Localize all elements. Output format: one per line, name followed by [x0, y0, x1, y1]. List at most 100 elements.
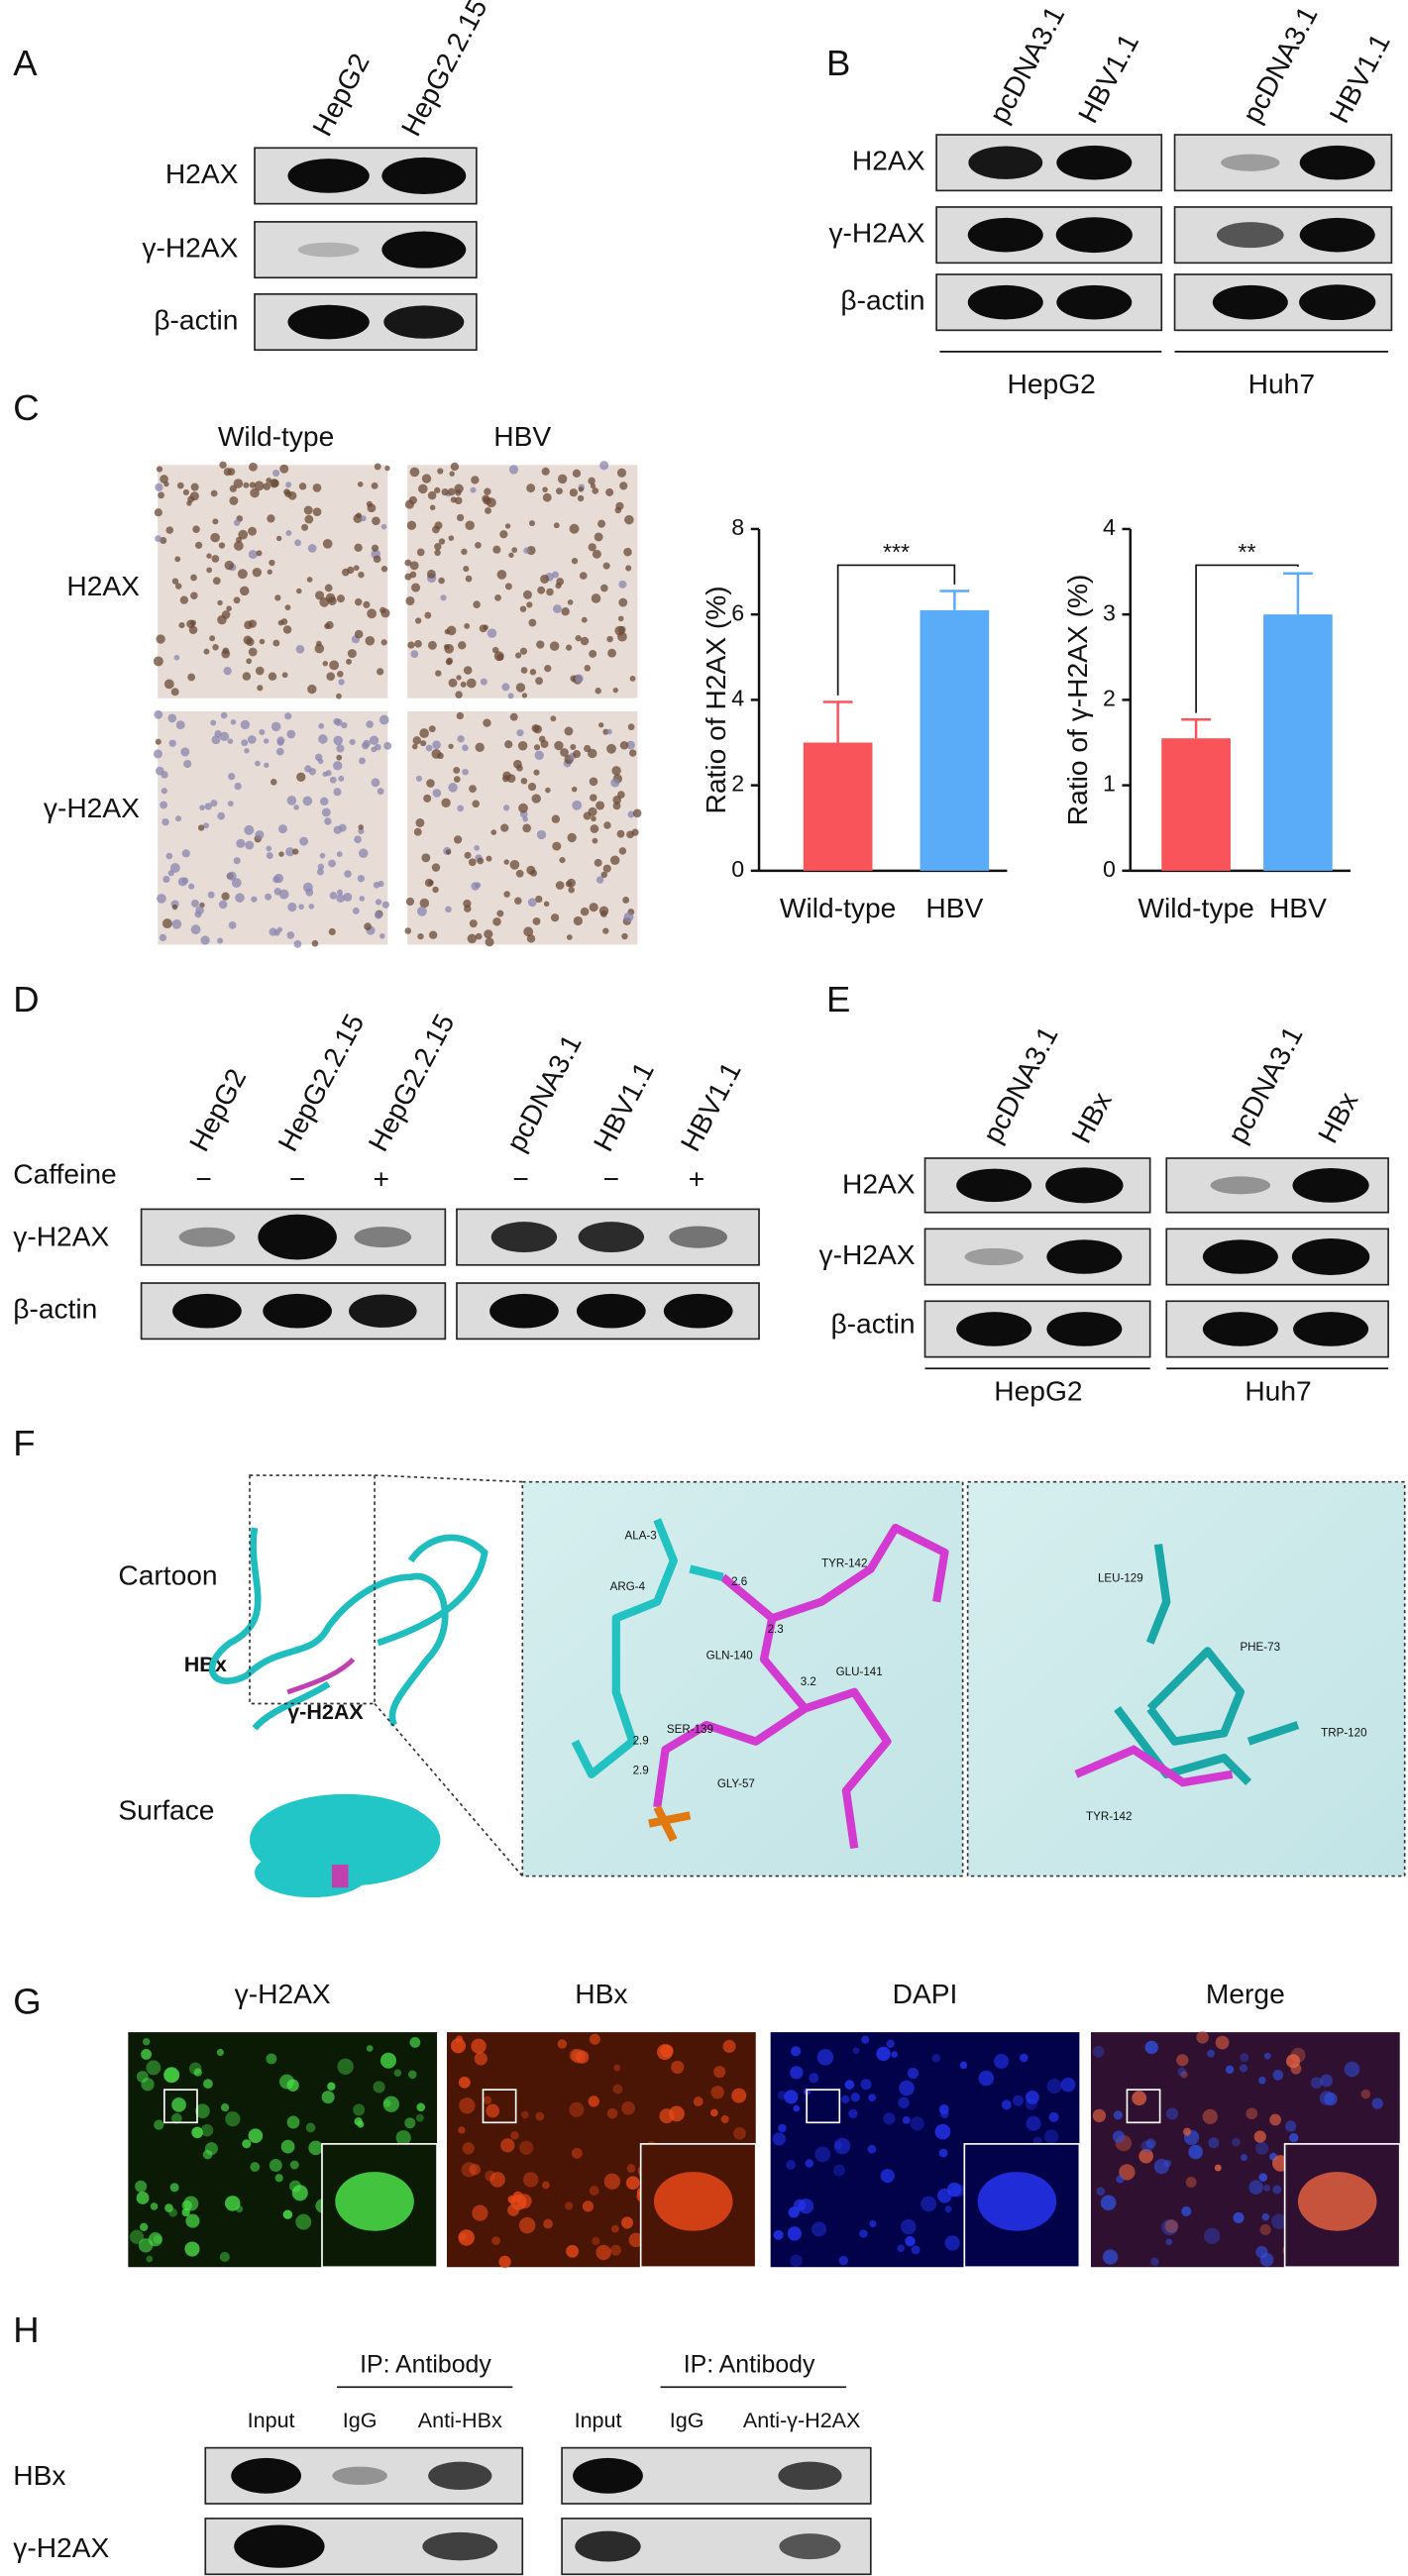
cell [621, 2101, 635, 2115]
nucleus [233, 519, 241, 526]
error-bar [822, 700, 853, 743]
nucleus [155, 483, 163, 491]
cell [250, 2162, 261, 2172]
nucleus [217, 811, 225, 820]
nucleus [523, 547, 530, 554]
nucleus [189, 491, 199, 501]
nucleus [448, 743, 454, 749]
nucleus [263, 483, 271, 490]
cell [459, 2097, 476, 2114]
view-label: Surface [118, 1793, 214, 1825]
cell [1196, 2031, 1209, 2044]
nucleus [508, 465, 519, 475]
blot-band [1046, 1312, 1123, 1346]
cell [1185, 2177, 1197, 2188]
nucleus [454, 496, 463, 505]
peptide-surface [331, 1864, 349, 1888]
nucleus [219, 731, 230, 742]
protein-surface [255, 1848, 371, 1898]
cell [1181, 2205, 1192, 2217]
nucleus [154, 709, 163, 719]
cell [907, 2068, 920, 2080]
nucleus [588, 806, 597, 816]
cell [1100, 2195, 1117, 2211]
cell [203, 2079, 213, 2090]
nucleus [242, 672, 252, 681]
nucleus [203, 648, 210, 655]
nucleus [233, 596, 241, 604]
nucleus [628, 749, 637, 757]
cell [1012, 2094, 1025, 2106]
cell [354, 2117, 363, 2126]
nucleus [485, 937, 494, 947]
cell [860, 2079, 872, 2091]
nucleus [521, 693, 528, 698]
nucleus [336, 744, 345, 753]
nucleus [230, 719, 237, 725]
cell [1025, 2097, 1037, 2110]
cell [850, 2093, 860, 2102]
nucleus [271, 721, 281, 732]
y-tick-label: 8 [731, 514, 744, 540]
cell [224, 2196, 241, 2211]
nucleus [475, 742, 485, 752]
nucleus [545, 787, 551, 794]
nucleus [596, 801, 605, 810]
cell [1360, 2089, 1371, 2099]
nucleus [251, 896, 258, 903]
cell [1259, 2252, 1274, 2267]
nucleus [554, 740, 564, 751]
nucleus [272, 876, 280, 884]
cell [620, 2216, 634, 2229]
residue-label: SER-139 [667, 1723, 713, 1736]
nucleus [624, 514, 634, 525]
cell [596, 2244, 611, 2261]
blot-band [964, 1247, 1024, 1266]
nucleus [616, 468, 627, 478]
nucleus [212, 577, 221, 586]
nucleus [473, 600, 481, 609]
nucleus [160, 537, 167, 544]
significance-bracket [1195, 564, 1299, 713]
blot-band [1291, 1237, 1370, 1276]
error-bar [1282, 572, 1313, 615]
nucleus [456, 675, 462, 681]
nucleus [550, 913, 560, 922]
nucleus [496, 570, 507, 580]
nucleus [179, 595, 189, 604]
nucleus [210, 489, 218, 497]
nucleus [327, 596, 337, 605]
nucleus [233, 857, 241, 865]
nucleus [536, 640, 545, 649]
lane-label: HepG2.2.15 [394, 0, 493, 141]
nucleus [626, 830, 634, 839]
nucleus [333, 717, 341, 725]
nucleus [224, 560, 235, 571]
nucleus [243, 635, 253, 645]
nucleus [384, 465, 390, 472]
nucleus [417, 906, 427, 916]
nucleus [415, 775, 423, 782]
nucleus [354, 543, 363, 552]
nucleus [307, 544, 317, 553]
nucleus [526, 601, 533, 608]
nucleus [448, 535, 455, 541]
nucleus [247, 735, 257, 744]
nucleus [523, 926, 534, 937]
nucleus [194, 541, 203, 549]
nucleus [273, 929, 280, 936]
nucleus [209, 635, 216, 642]
nucleus [218, 900, 228, 910]
cell [891, 2051, 898, 2058]
cell [959, 2061, 968, 2070]
panel-label: D [13, 979, 39, 1020]
nucleus [445, 906, 452, 913]
nucleus [217, 599, 223, 606]
nucleus [514, 897, 522, 906]
nucleus [249, 462, 258, 472]
nucleus [180, 747, 190, 757]
cell [778, 2123, 787, 2133]
nucleus [273, 887, 282, 896]
nucleus [600, 911, 607, 917]
nucleus [602, 864, 611, 873]
